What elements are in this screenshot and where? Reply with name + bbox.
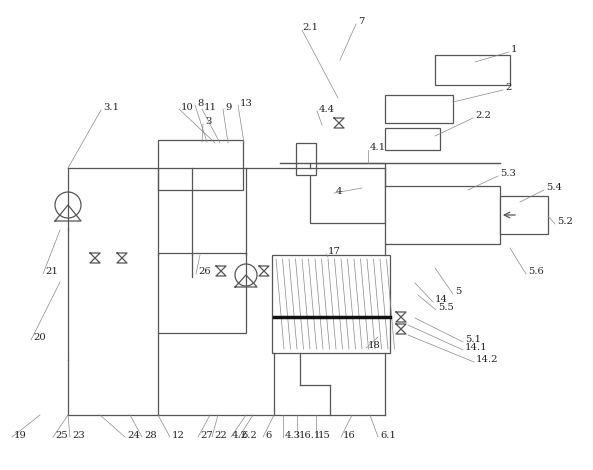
Text: 9: 9	[225, 102, 231, 111]
Text: 26: 26	[198, 267, 211, 276]
Bar	[158, 140, 243, 190]
Text: 1: 1	[511, 46, 518, 55]
Text: 5.2: 5.2	[557, 218, 573, 227]
Text: 5: 5	[455, 288, 461, 297]
Text: 4: 4	[336, 187, 343, 196]
Bar	[296, 143, 316, 175]
Text: 22: 22	[214, 431, 227, 439]
Text: 14: 14	[435, 296, 448, 305]
Text: 2.2: 2.2	[475, 111, 491, 120]
Text: 5.3: 5.3	[500, 170, 516, 179]
Text: 3: 3	[205, 118, 211, 126]
Text: 5.6: 5.6	[528, 267, 544, 276]
Text: 10: 10	[181, 102, 194, 111]
Text: 25: 25	[55, 431, 68, 439]
Bar	[158, 253, 246, 333]
Text: 27: 27	[200, 431, 213, 439]
Text: 4.1: 4.1	[370, 143, 386, 152]
Text: 18: 18	[368, 342, 381, 351]
Text: 11: 11	[204, 102, 217, 111]
Text: 16: 16	[343, 431, 356, 439]
Text: 2.1: 2.1	[302, 24, 318, 32]
Text: 7: 7	[358, 17, 364, 26]
Text: 4.3: 4.3	[285, 431, 301, 439]
Text: 4.4: 4.4	[319, 104, 335, 113]
Text: 8: 8	[197, 99, 203, 108]
Bar	[385, 95, 453, 123]
Bar	[310, 163, 385, 223]
Text: 19: 19	[14, 431, 27, 439]
Text: 2: 2	[505, 84, 511, 93]
Text: 6: 6	[265, 431, 271, 439]
Text: 6.1: 6.1	[380, 431, 396, 439]
Text: 14.2: 14.2	[476, 355, 499, 365]
Text: 12: 12	[172, 431, 185, 439]
Text: 21: 21	[45, 267, 58, 276]
Text: 5.5: 5.5	[438, 304, 454, 313]
Text: 13: 13	[240, 99, 253, 108]
Bar	[435, 55, 510, 85]
Text: 24: 24	[127, 431, 140, 439]
Text: 23: 23	[72, 431, 85, 439]
Text: 28: 28	[144, 431, 157, 439]
Text: 3.1: 3.1	[103, 103, 119, 112]
Bar	[272, 255, 390, 353]
Bar	[385, 128, 440, 150]
Text: 17: 17	[328, 248, 341, 257]
Text: 14.1: 14.1	[465, 344, 487, 352]
Text: 5.1: 5.1	[465, 336, 481, 345]
Text: 6.2: 6.2	[241, 431, 257, 439]
Text: 20: 20	[33, 334, 46, 343]
Text: 15: 15	[318, 431, 331, 439]
Text: 4.2: 4.2	[232, 431, 248, 439]
Bar	[500, 196, 548, 234]
Text: 16.1: 16.1	[299, 431, 321, 439]
Bar	[385, 186, 500, 244]
Text: 5.4: 5.4	[546, 183, 562, 193]
